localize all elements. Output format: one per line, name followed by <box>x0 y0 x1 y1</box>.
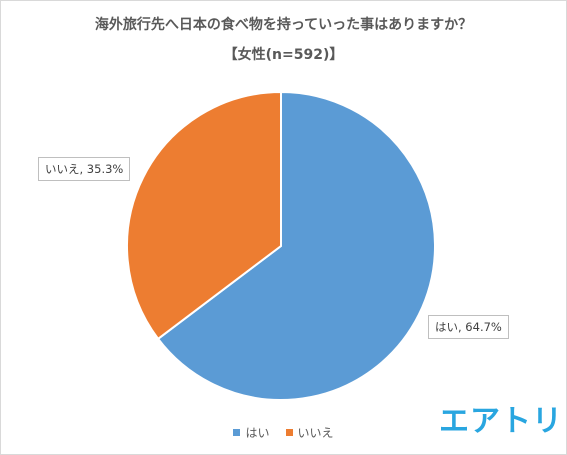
legend-item-iie: いいえ <box>285 424 334 441</box>
data-label-iie: いいえ, 35.3% <box>38 157 131 181</box>
chart-title: 海外旅行先へ日本の食べ物を持っていった事はありますか？ <box>94 17 473 33</box>
chart-subtitle: 【女性(n=592)】 <box>223 47 344 63</box>
legend: はい いいえ <box>0 424 567 441</box>
pie-slice-hai <box>156 90 436 401</box>
legend-label-hai: はい <box>245 426 270 440</box>
legend-item-hai: はい <box>233 424 270 441</box>
airtrip-logo: エアトリ <box>439 404 563 439</box>
data-label-hai: はい, 64.7% <box>428 315 509 339</box>
legend-swatch-hai <box>233 429 241 436</box>
legend-swatch-iie <box>285 429 293 436</box>
legend-label-iie: いいえ <box>297 426 334 440</box>
pie-slice-iie <box>126 90 282 341</box>
